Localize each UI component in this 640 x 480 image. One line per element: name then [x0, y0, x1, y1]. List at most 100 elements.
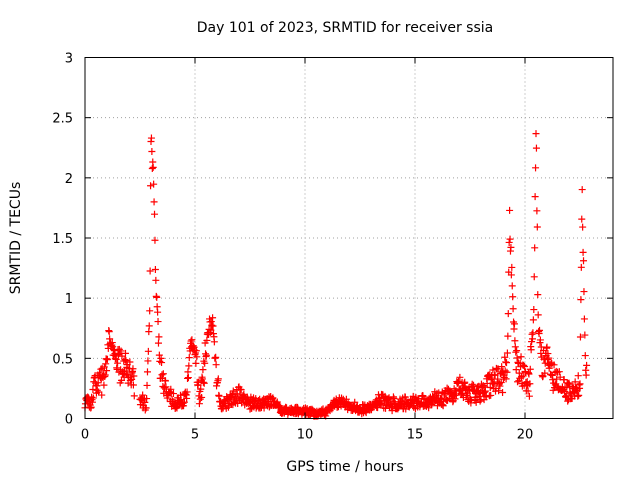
data-point — [143, 381, 151, 389]
data-point — [543, 343, 551, 351]
data-point — [495, 387, 503, 395]
data-point — [506, 235, 514, 243]
data-point — [150, 198, 158, 206]
data-point — [532, 164, 540, 172]
data-point — [582, 371, 590, 379]
data-point — [521, 368, 529, 376]
data-point — [147, 182, 155, 190]
data-point — [580, 315, 588, 323]
data-point — [154, 339, 162, 347]
data-point — [143, 368, 151, 376]
data-point — [192, 359, 200, 367]
data-point — [536, 326, 544, 334]
data-point — [576, 333, 584, 341]
data-point — [269, 394, 277, 402]
data-point — [543, 356, 551, 364]
x-axis-tick-labels: 0 5 10 15 20 — [81, 428, 533, 443]
data-point — [184, 374, 192, 382]
data-point — [531, 193, 539, 201]
data-point — [532, 144, 540, 152]
data-point — [196, 395, 204, 403]
data-point — [188, 336, 196, 344]
chart-title: Day 101 of 2023, SRMTID for receiver ssi… — [197, 20, 493, 36]
data-point — [530, 273, 538, 281]
data-point — [401, 393, 409, 401]
data-point — [180, 402, 188, 410]
data-point — [117, 347, 125, 355]
data-point — [148, 165, 156, 173]
data-point — [112, 355, 120, 363]
data-point — [556, 373, 564, 381]
data-point — [536, 336, 544, 344]
data-point — [214, 375, 222, 383]
data-point — [145, 322, 153, 330]
data-point — [574, 392, 582, 400]
data-point — [95, 388, 103, 396]
data-point — [578, 215, 586, 223]
data-point — [121, 349, 129, 357]
data-point — [555, 368, 563, 376]
data-point — [142, 404, 150, 412]
x-tick-label: 0 — [81, 428, 89, 443]
data-point — [154, 318, 162, 326]
data-point — [193, 353, 201, 361]
data-point — [560, 376, 568, 384]
data-point — [499, 388, 507, 396]
data-point — [147, 134, 155, 142]
data-point — [501, 353, 509, 361]
data-point — [513, 347, 521, 355]
data-point — [579, 248, 587, 256]
data-point — [527, 346, 535, 354]
data-point — [512, 366, 520, 374]
data-point — [144, 357, 152, 365]
grid-lines — [85, 57, 613, 419]
data-point — [472, 398, 480, 406]
x-tick-label: 20 — [517, 428, 534, 443]
data-point — [89, 394, 97, 402]
data-point — [580, 288, 588, 296]
data-point — [579, 223, 587, 231]
data-point — [550, 361, 558, 369]
data-point — [129, 365, 137, 373]
data-point — [541, 359, 549, 367]
y-axis-tick-labels: 0 0.5 1 1.5 2 2.5 3 — [52, 52, 73, 428]
data-point — [505, 238, 513, 246]
data-point — [103, 355, 111, 363]
data-point — [510, 320, 518, 328]
data-point — [463, 389, 471, 397]
data-point — [533, 223, 541, 231]
data-point — [118, 352, 126, 360]
data-point — [202, 351, 210, 359]
data-point — [342, 395, 350, 403]
data-point — [162, 377, 170, 385]
data-point — [506, 206, 514, 214]
data-point — [514, 378, 522, 386]
x-tick-label: 5 — [191, 428, 199, 443]
data-point — [526, 365, 534, 373]
data-point — [151, 265, 159, 273]
data-point — [544, 350, 552, 358]
data-point — [149, 163, 157, 171]
data-point — [552, 380, 560, 388]
data-point — [526, 380, 534, 388]
data-point — [534, 311, 542, 319]
data-point — [155, 351, 163, 359]
data-point — [456, 373, 464, 381]
data-point — [212, 353, 220, 361]
data-point — [122, 357, 130, 365]
data-point — [159, 370, 167, 378]
data-point — [517, 353, 525, 361]
data-point — [507, 271, 515, 279]
data-point — [571, 378, 579, 386]
data-point — [130, 372, 138, 380]
data-point — [504, 310, 512, 318]
data-point — [94, 379, 102, 387]
data-point — [541, 369, 549, 377]
data-point — [494, 365, 502, 373]
data-point — [581, 331, 589, 339]
data-point — [525, 370, 533, 378]
data-point — [237, 386, 245, 394]
data-point — [576, 380, 584, 388]
data-point — [545, 354, 553, 362]
